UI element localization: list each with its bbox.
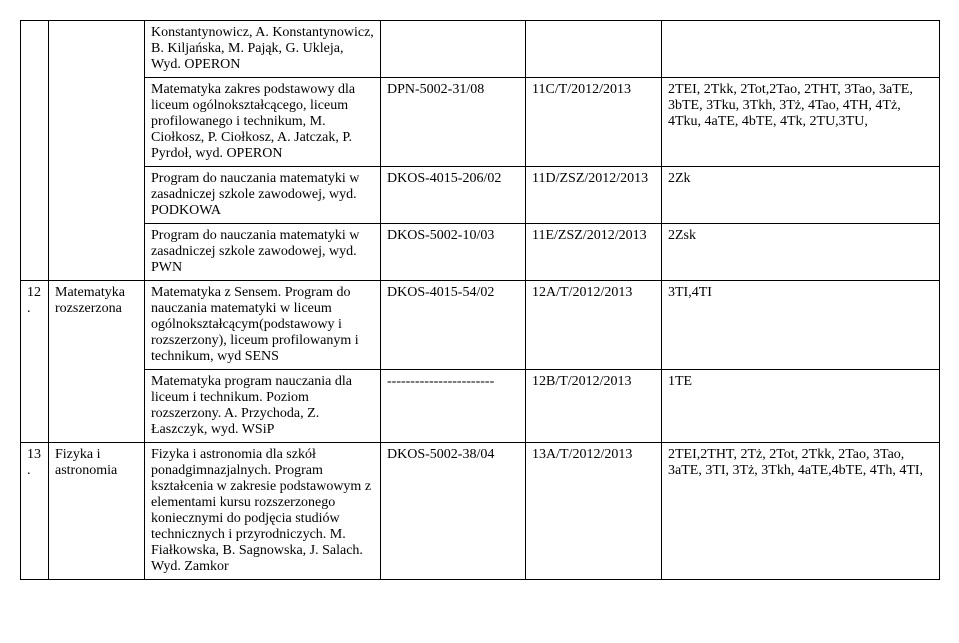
cell-c3: DKOS-5002-10/03 bbox=[381, 224, 526, 281]
cell-c2: Matematyka program nauczania dla liceum … bbox=[145, 370, 381, 443]
cell-c3: ----------------------- bbox=[381, 370, 526, 443]
cell-c2: Konstantynowicz, A. Konstantynowicz, B. … bbox=[145, 21, 381, 78]
table-row: Matematyka program nauczania dla liceum … bbox=[21, 370, 940, 443]
table-row: Program do nauczania matematyki w zasadn… bbox=[21, 167, 940, 224]
cell-c4: 11D/ZSZ/2012/2013 bbox=[526, 167, 662, 224]
cell-c5: 2TEI,2THT, 2Tż, 2Tot, 2Tkk, 2Tao, 3Tao, … bbox=[662, 443, 940, 580]
cell-c3: DKOS-5002-38/04 bbox=[381, 443, 526, 580]
cell-c4: 11C/T/2012/2013 bbox=[526, 78, 662, 167]
cell-c5: 2Zsk bbox=[662, 224, 940, 281]
cell-c5 bbox=[662, 21, 940, 78]
cell-index: 12. bbox=[21, 281, 49, 443]
table-row: Matematyka zakres podstawowy dla liceum … bbox=[21, 78, 940, 167]
table-row: 13.Fizyka i astronomiaFizyka i astronomi… bbox=[21, 443, 940, 580]
cell-c4: 11E/ZSZ/2012/2013 bbox=[526, 224, 662, 281]
cell-c2: Fizyka i astronomia dla szkół ponadgimna… bbox=[145, 443, 381, 580]
cell-c2: Matematyka zakres podstawowy dla liceum … bbox=[145, 78, 381, 167]
cell-subject: Fizyka i astronomia bbox=[49, 443, 145, 580]
cell-c3 bbox=[381, 21, 526, 78]
cell-c3: DPN-5002-31/08 bbox=[381, 78, 526, 167]
cell-c2: Matematyka z Sensem. Program do nauczani… bbox=[145, 281, 381, 370]
curriculum-table: Konstantynowicz, A. Konstantynowicz, B. … bbox=[20, 20, 940, 580]
cell-c3: DKOS-4015-54/02 bbox=[381, 281, 526, 370]
cell-c5: 2TEI, 2Tkk, 2Tot,2Tao, 2THT, 3Tao, 3aTE,… bbox=[662, 78, 940, 167]
cell-c4: 12A/T/2012/2013 bbox=[526, 281, 662, 370]
cell-c3: DKOS-4015-206/02 bbox=[381, 167, 526, 224]
cell-c5: 2Zk bbox=[662, 167, 940, 224]
cell-subject bbox=[49, 21, 145, 281]
cell-c5: 3TI,4TI bbox=[662, 281, 940, 370]
cell-index bbox=[21, 21, 49, 281]
cell-c5: 1TE bbox=[662, 370, 940, 443]
cell-c2: Program do nauczania matematyki w zasadn… bbox=[145, 167, 381, 224]
table-row: Program do nauczania matematyki w zasadn… bbox=[21, 224, 940, 281]
cell-subject: Matematyka rozszerzona bbox=[49, 281, 145, 443]
cell-c4: 13A/T/2012/2013 bbox=[526, 443, 662, 580]
table-row: Konstantynowicz, A. Konstantynowicz, B. … bbox=[21, 21, 940, 78]
cell-c2: Program do nauczania matematyki w zasadn… bbox=[145, 224, 381, 281]
cell-c4 bbox=[526, 21, 662, 78]
cell-c4: 12B/T/2012/2013 bbox=[526, 370, 662, 443]
table-row: 12.Matematyka rozszerzonaMatematyka z Se… bbox=[21, 281, 940, 370]
cell-index: 13. bbox=[21, 443, 49, 580]
